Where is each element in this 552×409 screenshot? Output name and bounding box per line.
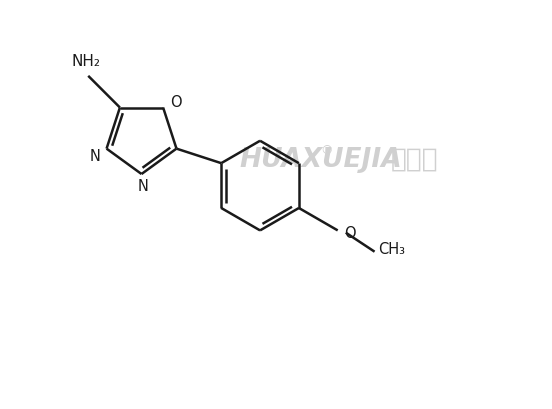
Text: N: N [90,149,101,164]
Text: O: O [170,94,182,110]
Text: 化学加: 化学加 [391,147,439,173]
Text: CH₃: CH₃ [378,242,405,257]
Text: ®: ® [320,144,332,157]
Text: NH₂: NH₂ [71,54,100,69]
Text: O: O [344,227,356,241]
Text: HUAXUEJIA: HUAXUEJIA [240,147,402,173]
Text: N: N [137,179,148,194]
